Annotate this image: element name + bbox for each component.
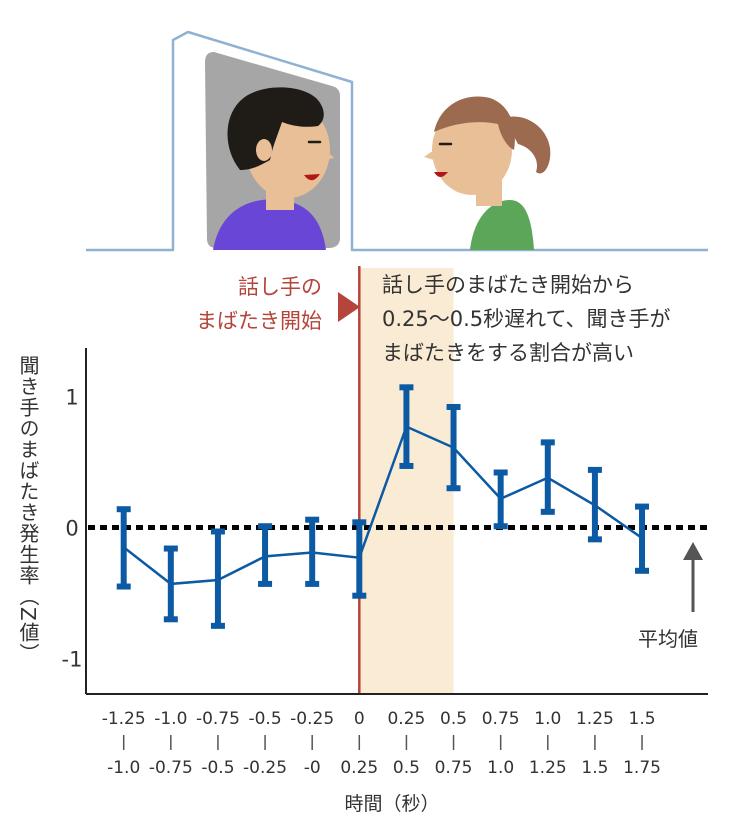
error-bar xyxy=(446,403,461,492)
x-tick-label-start: 1.0 xyxy=(534,709,561,729)
x-tick-label-start: -1.0 xyxy=(154,709,187,729)
x-tick-label-end: -1.0 xyxy=(107,758,140,778)
error-bar xyxy=(587,466,602,543)
series-line xyxy=(122,424,643,586)
plot-area: 1 0 -1 -1.25 -1.0 -1.0 -0.75 -0.75 -0.5 -0.5 -0.2… xyxy=(62,266,708,778)
x-tick-label-start: -0.25 xyxy=(290,709,334,729)
listener-mouth xyxy=(434,172,448,177)
speaker-nose xyxy=(325,150,334,160)
x-tick-label-start: -1.25 xyxy=(102,709,146,729)
y-axis-title-text: 聞き手のまばたき発生率（Z値） xyxy=(16,355,40,664)
mean-annotation: 平均値 xyxy=(638,542,703,651)
x-tick-label-end: -0.25 xyxy=(243,758,287,778)
listener-figure xyxy=(424,96,551,250)
speaker-onset-label-line1: 話し手の xyxy=(238,275,322,299)
error-bar xyxy=(493,469,508,530)
speaker-figure xyxy=(213,87,334,250)
x-tick-label-start: -0.5 xyxy=(248,709,281,729)
finding-line1: 話し手のまばたき開始から xyxy=(382,273,634,297)
y-tick-label: -1 xyxy=(62,648,83,672)
error-bar xyxy=(399,384,414,469)
x-tick-label-end: 0.5 xyxy=(393,758,420,778)
x-ticks: -1.25 -1.0 -1.0 -0.75 -0.75 -0.5 -0.5 -0.25 -0.2… xyxy=(102,709,661,778)
speaker-onset-annotation: 話し手の まばたき開始 xyxy=(196,275,360,333)
speaker-mouth xyxy=(304,174,320,181)
y-tick-label: 1 xyxy=(65,385,78,409)
x-tick-label-end: 1.25 xyxy=(529,758,567,778)
speaker-hair xyxy=(227,87,324,170)
error-bar xyxy=(116,506,131,590)
x-tick-label-end: -0.5 xyxy=(201,758,234,778)
y-ticks: 1 0 -1 xyxy=(62,385,83,671)
y-tick-label: 0 xyxy=(65,517,78,541)
error-bar xyxy=(352,519,367,599)
x-tick-label-end: 1.75 xyxy=(623,758,661,778)
x-tick-label-end: 1.5 xyxy=(581,758,608,778)
x-tick-label-start: 0.5 xyxy=(440,709,467,729)
finding-line3: まばたきをする割合が高い xyxy=(382,341,634,365)
finding-line2: 0.25〜0.5秒遅れて、聞き手が xyxy=(382,307,670,331)
listener-nose xyxy=(424,150,434,160)
error-bar xyxy=(163,545,178,623)
x-tick-label-start: -0.75 xyxy=(196,709,240,729)
x-tick-label-end: 0.25 xyxy=(340,758,378,778)
x-tick-label-end: -0 xyxy=(304,758,321,778)
listener-ear xyxy=(489,142,503,162)
x-tick-label-start: 0.75 xyxy=(482,709,520,729)
listener-shirt xyxy=(470,200,534,250)
error-bar xyxy=(305,516,320,587)
y-axis-title: 聞き手のまばたき発生率（Z値） xyxy=(16,355,40,664)
mean-label: 平均値 xyxy=(638,627,698,651)
speaker-ear xyxy=(256,139,272,161)
x-tick-label-end: 0.75 xyxy=(435,758,473,778)
x-tick-label-end: 1.0 xyxy=(487,758,514,778)
listener-ponytail xyxy=(504,116,551,174)
highlight-band xyxy=(359,268,454,694)
finding-annotation: 話し手のまばたき開始から 0.25〜0.5秒遅れて、聞き手が まばたきをする割合… xyxy=(382,273,670,365)
x-tick-label-start: 0.25 xyxy=(387,709,425,729)
listener-head xyxy=(432,105,512,195)
speaker-onset-label-line2: まばたき開始 xyxy=(196,309,322,333)
mean-arrow-icon xyxy=(683,542,703,560)
x-tick-label-start: 0 xyxy=(354,709,365,729)
x-tick-label-start: 1.5 xyxy=(629,709,656,729)
error-bar xyxy=(540,439,555,515)
onset-pointer-icon xyxy=(338,292,360,322)
speaker-shirt xyxy=(213,199,326,250)
error-bar xyxy=(258,523,273,587)
error-bar xyxy=(210,528,225,629)
screen-frame xyxy=(86,30,708,252)
x-axis-title: 時間（秒） xyxy=(344,793,439,815)
listener-hair xyxy=(434,96,515,150)
x-tick-label-end: -0.75 xyxy=(149,758,193,778)
illustration xyxy=(86,30,708,252)
series-0 xyxy=(116,384,650,629)
x-tick-label-start: 1.25 xyxy=(576,709,614,729)
error-bar xyxy=(635,503,650,574)
